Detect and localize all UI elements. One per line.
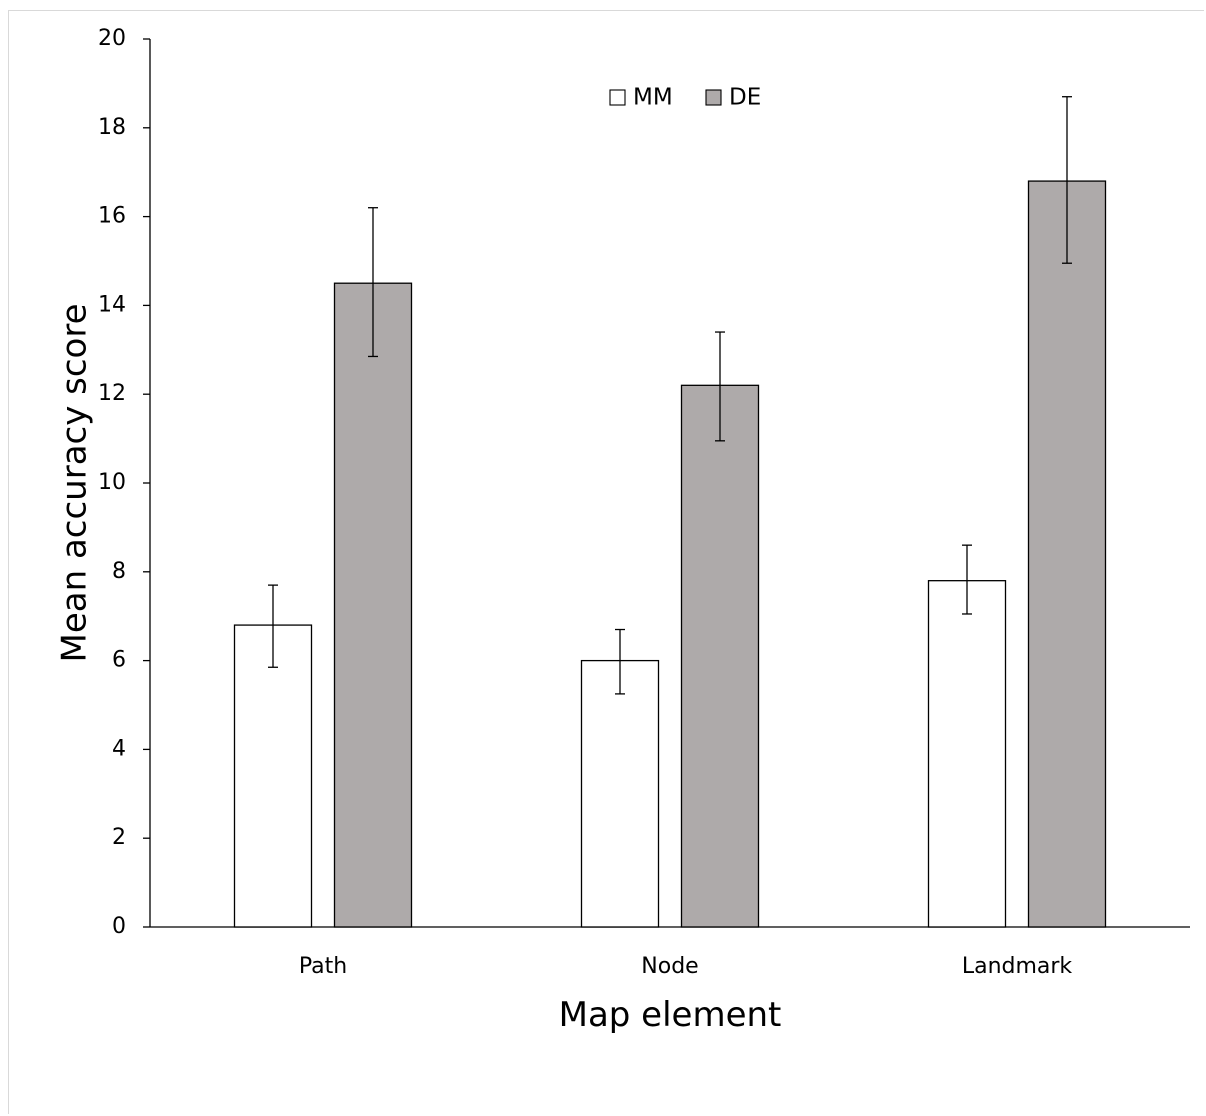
y-tick-label: 20 [98,26,126,51]
bars [233,180,1107,928]
x-tick-label: Node [641,954,698,979]
error-bars [268,96,1072,695]
bar-mm-landmark [927,580,1007,928]
error-bar-de-node [715,331,725,442]
legend-label: MM [633,85,673,111]
bar-de-landmark [1027,180,1107,928]
error-bar-de-path [368,207,378,358]
x-tick-label: Landmark [962,954,1073,979]
legend-item-mm: MM [609,85,673,111]
legend-swatch [609,89,626,106]
error-bar-de-landmark [1062,96,1072,264]
y-tick-label: 16 [98,204,126,229]
legend-label: DE [729,85,761,111]
y-tick-label: 2 [112,825,126,850]
error-bar-mm-node [615,628,625,695]
y-tick-label: 10 [98,470,126,495]
x-axis: Path Node Landmark [150,926,1190,979]
y-tick-label: 0 [112,914,126,939]
y-tick-label: 12 [98,381,126,406]
error-bar-mm-landmark [962,544,972,615]
legend-swatch [705,89,722,106]
bar-de-node [680,384,760,928]
y-axis: 0 2 4 6 8 10 12 14 16 18 20 [98,26,151,939]
bar-de-path [333,282,413,928]
bar-mm-node [580,659,660,928]
x-axis-title: Map element [559,995,782,1035]
y-tick-label: 14 [98,292,126,317]
error-bar-mm-path [268,584,278,668]
y-tick-label: 4 [112,736,126,761]
legend: MM DE [609,85,761,111]
legend-item-de: DE [705,85,761,111]
y-tick-label: 8 [112,559,126,584]
y-tick-label: 6 [112,648,126,673]
y-tick-label: 18 [98,115,126,140]
x-tick-label: Path [299,954,347,979]
bar-mm-path [233,624,313,928]
chart-frame [8,10,1204,1114]
y-axis-title: Mean accuracy score [55,303,95,662]
